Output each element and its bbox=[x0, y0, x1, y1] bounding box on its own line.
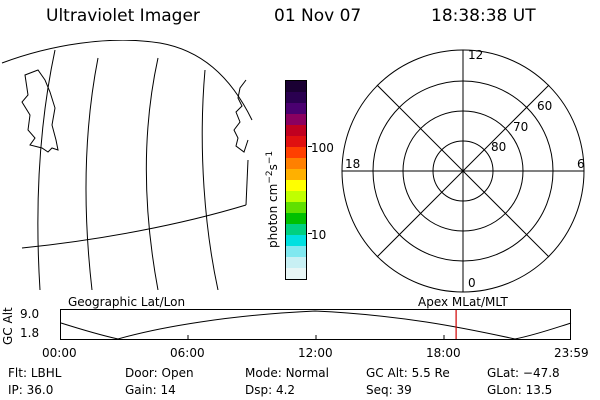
unit-exponent: −1 bbox=[265, 150, 275, 165]
colorbar-tickmark bbox=[308, 233, 312, 234]
diagonal-line bbox=[376, 84, 550, 258]
info-gc-alt: GC Alt: 5.5 Re bbox=[366, 366, 450, 380]
colorbar-tickmark bbox=[308, 146, 312, 147]
info-door: Door: Open bbox=[125, 366, 194, 380]
altitude-curve bbox=[60, 310, 572, 340]
unit-text: photon cm bbox=[266, 183, 280, 248]
colorbar-segment bbox=[286, 202, 306, 213]
info-flt: Flt: LBHL bbox=[8, 366, 62, 380]
colorbar-gradient bbox=[286, 81, 306, 279]
time-label: 18:38:38 UT bbox=[431, 6, 536, 26]
colorbar bbox=[285, 80, 307, 280]
mlt-label-18: 18 bbox=[345, 157, 361, 171]
meridian-line bbox=[145, 57, 159, 290]
colorbar-segment bbox=[286, 147, 306, 158]
mlt-label-6: 6 bbox=[577, 157, 585, 171]
time-tick-1800: 18:00 bbox=[426, 346, 461, 360]
x-tickmarks bbox=[187, 335, 445, 339]
info-mode: Mode: Normal bbox=[245, 366, 329, 380]
meridian-line bbox=[85, 57, 99, 290]
parallel-line bbox=[1, 40, 253, 121]
polar-mlt-dial bbox=[341, 49, 585, 293]
gc-alt-axis-label: GC Alt bbox=[1, 307, 15, 345]
colorbar-segment bbox=[286, 180, 306, 191]
colorbar-segment bbox=[286, 81, 306, 92]
info-seq: Seq: 39 bbox=[366, 383, 412, 397]
colorbar-segment bbox=[286, 235, 306, 246]
colorbar-tick-100: 100 bbox=[311, 141, 334, 155]
colorbar-segment bbox=[286, 191, 306, 202]
colorbar-segment bbox=[286, 125, 306, 136]
time-tick-0600: 06:00 bbox=[170, 346, 205, 360]
coastline bbox=[233, 79, 249, 153]
info-gain: Gain: 14 bbox=[125, 383, 176, 397]
time-tick-2359: 23:59 bbox=[554, 346, 589, 360]
geographic-title: Geographic Lat/Lon bbox=[68, 295, 186, 309]
meridian-line bbox=[201, 69, 219, 290]
info-dsp: Dsp: 4.2 bbox=[245, 383, 296, 397]
unit-text: s bbox=[266, 164, 280, 171]
apex-title: Apex MLat/MLT bbox=[418, 295, 508, 309]
colorbar-segment bbox=[286, 136, 306, 147]
geographic-map bbox=[1, 40, 253, 290]
colorbar-unit-label: photon cm−2s−1 bbox=[265, 151, 280, 248]
colorbar-segment bbox=[286, 92, 306, 103]
altitude-plot-frame bbox=[60, 309, 571, 340]
lat-label-70: 70 bbox=[513, 120, 529, 134]
time-tick-0000: 00:00 bbox=[42, 346, 77, 360]
info-glon: GLon: 13.5 bbox=[487, 383, 553, 397]
colorbar-segment bbox=[286, 114, 306, 125]
info-glat: GLat: −47.8 bbox=[487, 366, 560, 380]
unit-exponent: −2 bbox=[265, 170, 275, 184]
colorbar-segment bbox=[286, 224, 306, 235]
mlt-label-0: 0 bbox=[468, 276, 476, 290]
colorbar-segment bbox=[286, 169, 306, 180]
meridian-line bbox=[37, 49, 56, 290]
colorbar-segment bbox=[286, 158, 306, 169]
colorbar-segment bbox=[286, 246, 306, 257]
lat-label-80: 80 bbox=[491, 140, 507, 154]
info-ip: IP: 36.0 bbox=[8, 383, 54, 397]
lat-label-60: 60 bbox=[537, 99, 553, 113]
colorbar-segment bbox=[286, 257, 306, 268]
colorbar-segment bbox=[286, 268, 306, 279]
alt-tick-9: 9.0 bbox=[20, 307, 40, 321]
mlt-label-12: 12 bbox=[468, 48, 484, 62]
instrument-title: Ultraviolet Imager bbox=[46, 6, 200, 26]
parallel-line bbox=[21, 204, 247, 249]
time-tick-1200: 12:00 bbox=[298, 346, 333, 360]
terminator-line bbox=[245, 159, 249, 206]
alt-tick-1-8: 1.8 bbox=[20, 326, 40, 340]
altitude-plot bbox=[60, 309, 572, 340]
coastline bbox=[21, 69, 59, 153]
colorbar-segment bbox=[286, 103, 306, 114]
colorbar-segment bbox=[286, 213, 306, 224]
date-label: 01 Nov 07 bbox=[274, 6, 362, 26]
colorbar-tick-10: 10 bbox=[311, 228, 327, 242]
